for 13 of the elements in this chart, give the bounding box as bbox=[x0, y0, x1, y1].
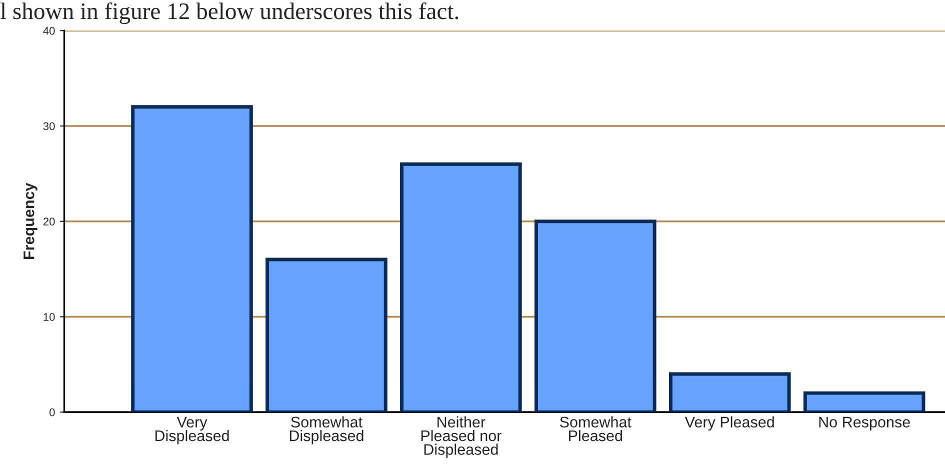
y-tick-label: 40 bbox=[43, 26, 55, 35]
text: l shown in figure 12 below underscores this fact. bbox=[0, 2, 458, 24]
x-tick-label: Very Pleased bbox=[684, 416, 774, 431]
x-tick-label: Somewhat Pleased bbox=[560, 416, 632, 442]
x-tick-label: Neither Pleased nor Displeased bbox=[421, 416, 502, 458]
x-tick-label: Very Displeased bbox=[155, 416, 229, 444]
x-tick-label: No Response bbox=[819, 416, 910, 431]
y-tick-label: 10 bbox=[44, 313, 55, 321]
y-tick-label: 20 bbox=[43, 218, 55, 226]
y-tick-label: 30 bbox=[43, 122, 55, 130]
y-tick-label: 0 bbox=[49, 408, 55, 416]
y-axis-title: Frequency bbox=[24, 182, 38, 259]
x-tick-label: Somewhat Displeased bbox=[290, 416, 364, 444]
